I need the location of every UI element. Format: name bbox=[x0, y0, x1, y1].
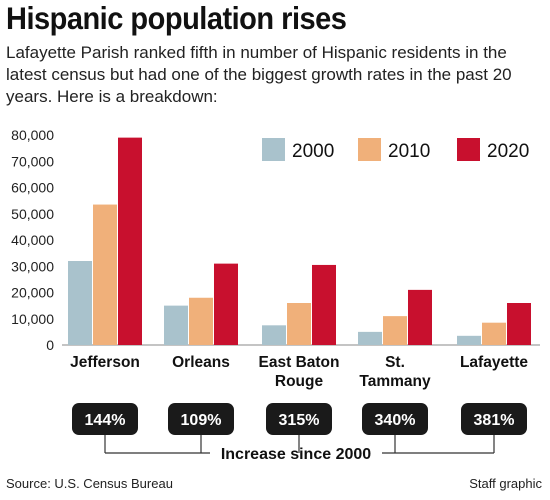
category-label: Jefferson bbox=[70, 354, 140, 371]
increase-badge bbox=[362, 403, 428, 435]
increase-badge bbox=[461, 403, 527, 435]
chart-title: Hispanic population rises bbox=[6, 2, 347, 37]
bar-chart: 0 10,000 20,000 30,000 40,000 50,000 60,000 70,… bbox=[11, 127, 540, 463]
category-label: Rouge bbox=[275, 373, 324, 390]
legend: 2000 2010 2020 bbox=[262, 138, 529, 162]
bar-2000 bbox=[68, 261, 92, 345]
staff-credit: Staff graphic bbox=[469, 476, 542, 491]
legend-swatch-2010 bbox=[358, 138, 381, 161]
bar-2010 bbox=[383, 316, 407, 345]
increase-percent: 109% bbox=[181, 412, 222, 429]
category-label: Orleans bbox=[172, 354, 230, 371]
category-label: Tammany bbox=[359, 373, 431, 390]
bar-2020 bbox=[214, 263, 238, 345]
increase-percent: 381% bbox=[474, 412, 515, 429]
increase-badges: 144% 109% 315% 340% 381% bbox=[72, 403, 527, 435]
bar-2000 bbox=[262, 325, 286, 345]
y-tick-label: 80,000 bbox=[11, 127, 54, 143]
y-tick-label: 40,000 bbox=[11, 232, 54, 248]
increase-label: Increase since 2000 bbox=[221, 446, 371, 463]
legend-label-2000: 2000 bbox=[292, 141, 334, 162]
category-label: East Baton bbox=[259, 354, 340, 371]
bar-2010 bbox=[93, 204, 117, 345]
increase-percent: 315% bbox=[279, 412, 320, 429]
increase-badge bbox=[266, 403, 332, 435]
chart-subtitle: Lafayette Parish ranked fifth in number … bbox=[6, 43, 512, 106]
bar-2010 bbox=[287, 303, 311, 345]
y-tick-label: 10,000 bbox=[11, 311, 54, 327]
y-tick-label: 60,000 bbox=[11, 180, 54, 196]
increase-bracket: Increase since 2000 bbox=[104, 435, 495, 463]
legend-swatch-2020 bbox=[457, 138, 480, 161]
legend-swatch-2000 bbox=[262, 138, 285, 161]
bar-2020 bbox=[507, 303, 531, 345]
bar-2010 bbox=[189, 297, 213, 345]
increase-badge bbox=[72, 403, 138, 435]
y-tick-label: 0 bbox=[46, 337, 54, 353]
y-tick-label: 30,000 bbox=[11, 258, 54, 274]
increase-percent: 340% bbox=[375, 412, 416, 429]
y-tick-label: 70,000 bbox=[11, 153, 54, 169]
bar-2000 bbox=[358, 331, 382, 345]
category-label: St. bbox=[385, 354, 405, 371]
bar-2020 bbox=[312, 264, 336, 345]
category-labels: Jefferson Orleans East Baton Rouge St. Tamman… bbox=[70, 354, 528, 390]
increase-badge bbox=[168, 403, 234, 435]
legend-label-2010: 2010 bbox=[388, 141, 430, 162]
bar-2000 bbox=[457, 335, 481, 345]
y-tick-label: 20,000 bbox=[11, 285, 54, 301]
source-note: Source: U.S. Census Bureau bbox=[6, 476, 173, 491]
increase-percent: 144% bbox=[85, 412, 126, 429]
bar-2020 bbox=[118, 137, 142, 345]
bar-2020 bbox=[408, 289, 432, 345]
category-label: Lafayette bbox=[460, 354, 528, 371]
bars bbox=[68, 137, 531, 345]
bar-2010 bbox=[482, 322, 506, 345]
bar-2000 bbox=[164, 305, 188, 345]
legend-label-2020: 2020 bbox=[487, 141, 529, 162]
y-tick-label: 50,000 bbox=[11, 206, 54, 222]
